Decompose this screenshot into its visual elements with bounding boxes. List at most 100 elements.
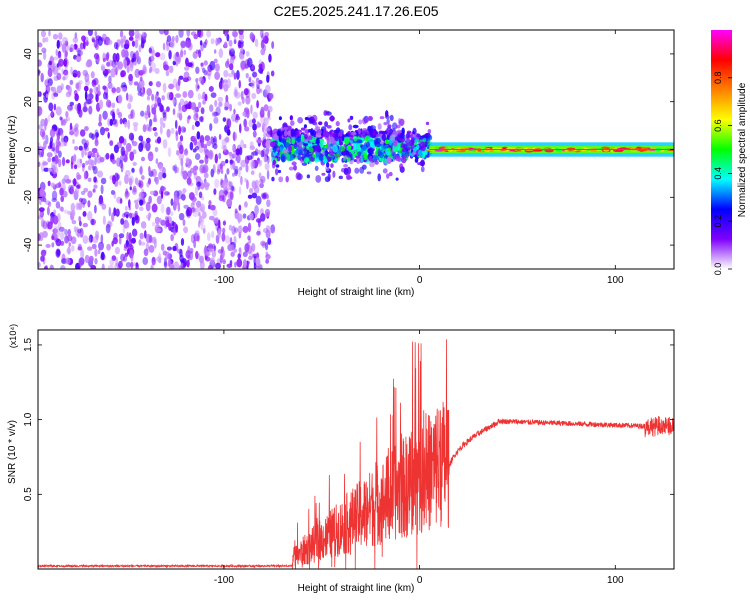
spectrogram-cell <box>237 225 243 234</box>
spectrogram-cell <box>131 57 135 63</box>
spectrogram-cell <box>94 257 98 265</box>
colorbar-tick-label: 0.0 <box>713 263 723 276</box>
spectrogram-cell <box>82 235 89 244</box>
spectrogram-cell <box>425 121 430 126</box>
spectrogram-cell <box>264 208 271 217</box>
spectrogram-cell <box>120 70 126 78</box>
spectrogram-cell <box>229 63 234 71</box>
spectrogram-cell <box>111 255 117 262</box>
spectrogram-cell <box>116 141 122 149</box>
tone-peak <box>590 149 598 153</box>
spectrogram-cell <box>144 230 147 239</box>
spectrogram-cell <box>213 58 218 64</box>
spectrogram-cell <box>265 251 269 257</box>
spectrogram-cell <box>72 139 75 144</box>
spectrogram-cell <box>173 195 180 206</box>
spectrogram-cell <box>242 225 249 234</box>
spectrogram-cell <box>127 102 132 110</box>
spectrogram-cell <box>91 243 97 250</box>
spectrogram-cell <box>47 201 52 208</box>
spectrogram-cell <box>63 57 69 68</box>
spectrogram-cell <box>103 39 107 45</box>
spectrogram-cell <box>172 60 177 66</box>
spectrogram-cell <box>404 151 410 158</box>
spectrogram-cell <box>52 215 59 225</box>
spectrogram-cell <box>358 119 363 125</box>
spectrogram-cell <box>108 206 112 217</box>
spectrogram-cell <box>93 39 98 48</box>
spectrogram-cell <box>106 61 111 67</box>
spectrogram-cell <box>297 153 301 161</box>
spectrogram-cell <box>76 158 82 168</box>
spectrogram-cell <box>238 30 244 35</box>
spectrogram-cell <box>123 211 130 218</box>
spectrogram-cell <box>129 212 133 219</box>
y-tick-label: -20 <box>23 190 34 205</box>
y-tick-label: 20 <box>23 96 34 108</box>
spectrogram-cell <box>180 41 186 49</box>
spectrogram-cell <box>127 244 134 251</box>
spectrogram-cell <box>228 224 233 231</box>
spectrogram-cell <box>207 264 213 269</box>
spectrogram-cell <box>180 258 185 264</box>
spectrogram-cell <box>244 107 250 115</box>
spectrogram-cell <box>38 106 43 116</box>
spectrogram-cell <box>168 65 174 74</box>
spectrogram-cell <box>277 169 282 174</box>
spectrogram-cell <box>293 164 297 171</box>
spectrogram-cell <box>267 105 273 113</box>
spectrogram-cell <box>130 254 134 262</box>
spectrogram-cell <box>232 131 238 141</box>
spectrogram-cell <box>128 175 135 184</box>
spectrogram-cell <box>182 91 188 98</box>
spectrogram-cell <box>357 151 362 157</box>
spectrogram-cell <box>186 30 191 37</box>
spectrogram-cell <box>47 180 51 187</box>
spectrogram-cell <box>61 156 66 167</box>
spectrogram-cell <box>168 92 174 101</box>
spectrogram-cell <box>256 86 261 95</box>
spectrogram-cell <box>235 148 241 156</box>
spectrogram-cell <box>206 232 211 242</box>
spectrogram-cell <box>197 30 202 38</box>
spectrogram-cell <box>183 49 187 56</box>
spectrogram-cell <box>252 123 257 131</box>
spectrogram-cell <box>395 155 401 160</box>
spectrogram-cell <box>297 117 304 124</box>
spectrogram-cell <box>49 264 54 269</box>
spectrogram-cell <box>99 99 104 110</box>
spectrogram-cell <box>76 203 83 210</box>
spectrogram-cell <box>214 63 220 72</box>
spectrogram-cell <box>97 170 104 178</box>
spectrogram-cell <box>211 230 215 239</box>
spectrogram-cell <box>53 92 59 98</box>
spectrogram-cell <box>183 149 189 156</box>
spectrogram-cell <box>119 118 123 125</box>
spectrogram-cell <box>374 137 378 142</box>
spectrogram-cell <box>206 30 212 38</box>
spectrogram-cell <box>56 249 61 256</box>
spectrogram-cell <box>278 176 284 183</box>
spectrogram-cell <box>258 172 262 179</box>
spectrogram-cell <box>77 47 81 57</box>
spectrogram-cell <box>51 197 58 203</box>
spectrogram-cell <box>264 163 270 171</box>
spectrogram-cell <box>193 239 197 249</box>
spectrogram-cell <box>81 148 85 158</box>
spectrogram-cell <box>168 222 172 231</box>
spectrogram-cell <box>126 231 130 242</box>
spectrogram-cell <box>111 85 117 96</box>
spectrogram-cell <box>154 131 158 137</box>
spectrogram-cell <box>176 189 183 200</box>
spectrogram-cell <box>222 259 226 265</box>
spectrogram-cell <box>166 206 170 216</box>
spectrogram-cell <box>38 142 41 147</box>
spectrogram-cell <box>236 70 240 80</box>
spectrogram-cell <box>40 72 44 83</box>
spectrogram-cell <box>215 106 221 116</box>
tone-peak <box>557 147 568 150</box>
spectrogram-cell <box>263 35 269 44</box>
spectrogram-cell <box>88 236 91 244</box>
spectrogram-cell <box>180 40 187 49</box>
spectrogram-cell <box>353 135 358 142</box>
